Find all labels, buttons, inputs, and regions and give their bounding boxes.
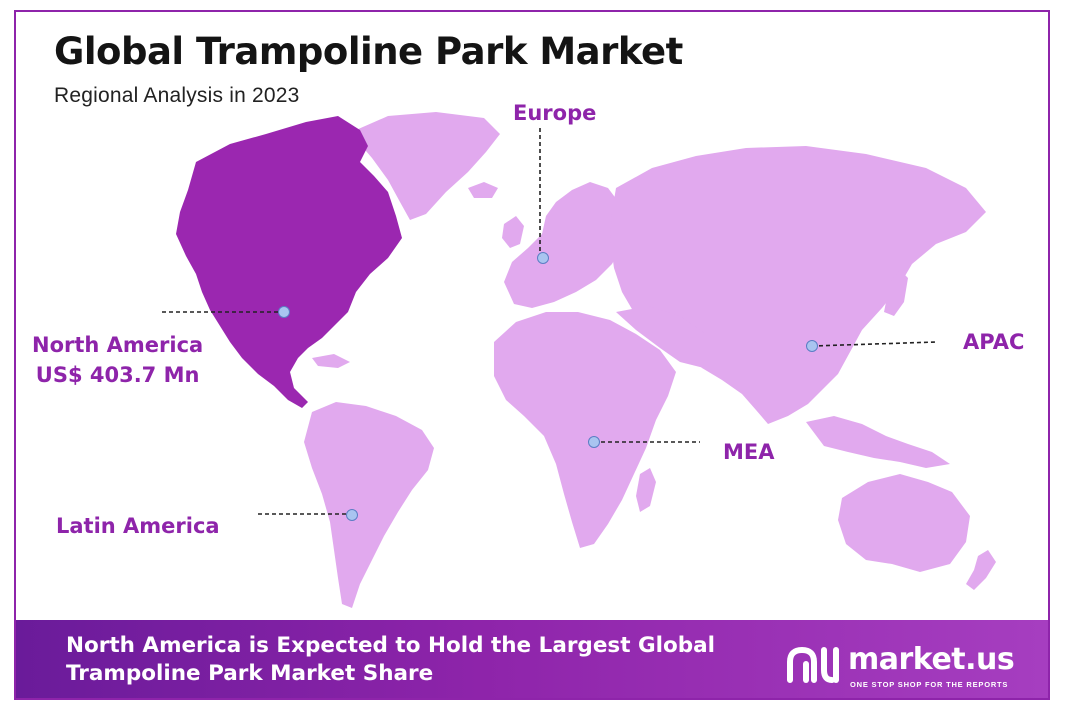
europe-marker [537,252,549,264]
north-america-value: US$ 403.7 Mn [35,363,200,387]
brand-name: market.us [848,642,1015,677]
africa-shape [494,312,676,548]
japan-shape [884,270,908,316]
new-zealand-shape [966,550,996,590]
page-title: Global Trampoline Park Market [54,30,683,73]
latin-america-label: Latin America [56,514,220,538]
page-subtitle: Regional Analysis in 2023 [54,84,300,107]
madagascar-shape [636,468,656,512]
banner-text: North America is Expected to Hold the La… [66,633,716,686]
north-america-shape [176,116,402,408]
australia-shape [838,474,970,572]
greenland-shape [356,112,500,220]
north-america-name: North America [32,333,204,357]
world-map [162,112,996,608]
apac-label: APAC [963,330,1025,354]
europe-shape [504,182,628,308]
market-us-logo-icon [787,646,839,683]
europe-label: Europe [513,101,597,125]
iceland-shape [468,182,498,198]
north-america-marker [278,306,290,318]
mea-label: MEA [723,440,775,464]
infographic-frame: Global Trampoline Park Market Regional A… [14,10,1050,700]
mea-marker [588,436,600,448]
north-america-label: North America US$ 403.7 Mn [32,330,203,390]
caribbean-shape [312,354,350,368]
brand-logo: market.us ONE STOP SHOP FOR THE REPORTS [786,640,1036,690]
se-asia-islands-shape [806,416,950,468]
middle-east-shape [616,306,720,368]
latin-america-marker [346,509,358,521]
footer-banner: North America is Expected to Hold the La… [16,620,1048,698]
brand-tagline: ONE STOP SHOP FOR THE REPORTS [850,680,1009,689]
uk-shape [502,216,524,248]
apac-marker [806,340,818,352]
south-america-shape [304,402,434,608]
